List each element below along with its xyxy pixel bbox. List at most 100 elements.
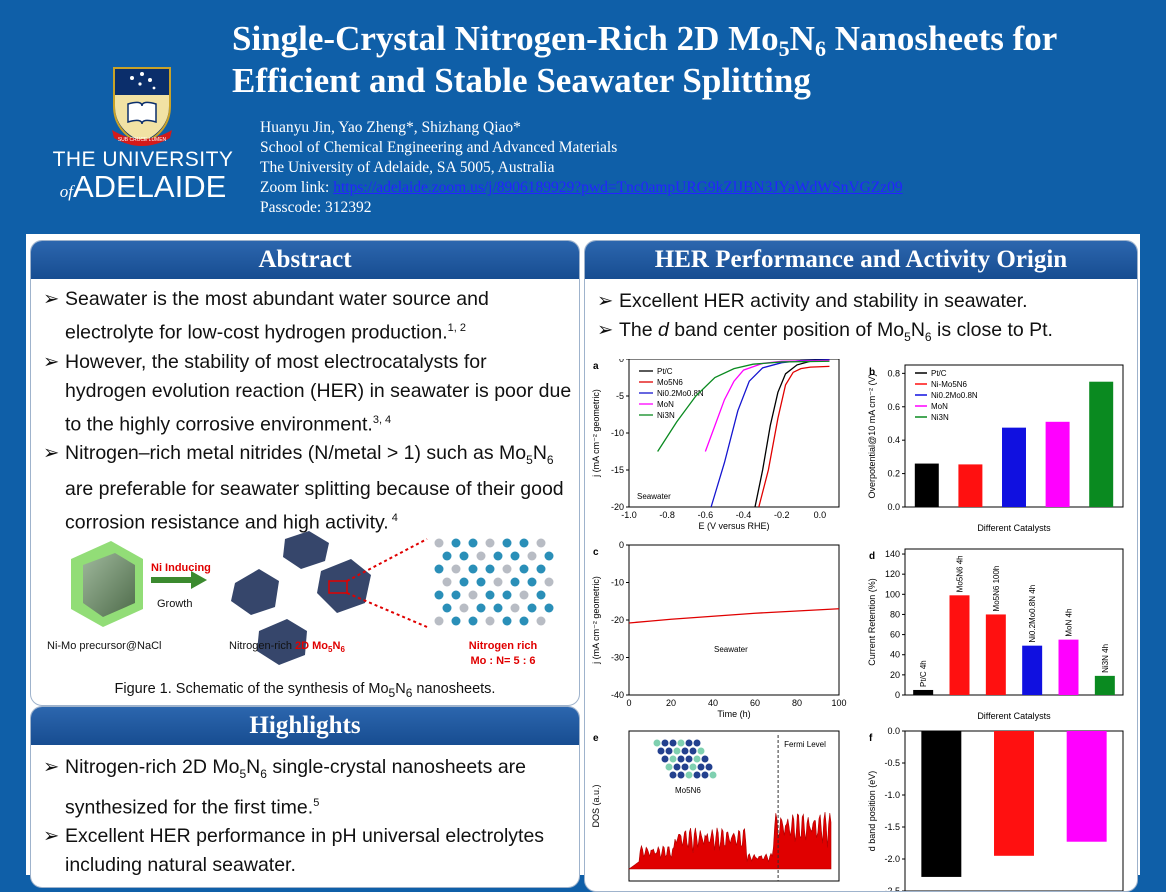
- mo-atom: [468, 590, 478, 600]
- n-atom: [451, 616, 461, 626]
- chart-d-bar: [1058, 639, 1079, 695]
- chart-f-ytick-label: -0.5: [884, 758, 900, 768]
- passcode: Passcode: 312392: [260, 199, 372, 216]
- chart-c-ytick-label: -40: [611, 690, 624, 700]
- caption-text-b: nanosheets.: [412, 681, 496, 697]
- chart-e-inset-atom: [669, 771, 677, 779]
- chart-d-bar-label: MoN 4h: [1065, 609, 1074, 637]
- chart-c-series-line: [628, 608, 840, 624]
- highlight-1-text-b: single-crystal nanosheets are synthesize…: [65, 756, 527, 819]
- highlight-1-sub1: 5: [239, 766, 247, 781]
- her-charts: aj (mA cm⁻² geometric)E (V versus RHE)0-…: [591, 359, 1124, 891]
- chart-a-legend-label: Ni3N: [657, 411, 675, 420]
- mo-atom: [434, 616, 444, 626]
- chart-c-ytick-label: 0: [619, 540, 624, 550]
- n-atom: [510, 551, 520, 561]
- chart-f-ytick-label: -1.0: [884, 790, 900, 800]
- chart-d-panel-label: d: [869, 551, 875, 562]
- chart-c: c j (mA cm⁻² geometric) Time (h) 0 -10 -20 -30…: [591, 540, 847, 719]
- n-atom: [510, 577, 520, 587]
- chart-f-bar: [921, 731, 962, 877]
- caption-sub1: 5: [388, 685, 396, 700]
- university-of: of: [59, 182, 73, 201]
- atomic-lattice: [434, 538, 554, 626]
- chart-f-ytick-label: -2.5: [884, 886, 900, 891]
- chart-e-inset-atom: [681, 763, 689, 771]
- school: School of Chemical Engineering and Advan…: [260, 139, 618, 156]
- chart-f-ytick-label: -1.5: [884, 822, 900, 832]
- author-block: Huanyu Jin, Yao Zheng*, Shizhang Qiao* S…: [260, 118, 903, 218]
- abstract-bullet-3-text-a: Nitrogen–rich metal nitrides (N/metal > …: [65, 442, 527, 464]
- chart-e-inset-atom: [693, 755, 701, 763]
- title-part1: Single-Crystal Nitrogen-Rich 2D Mo: [232, 19, 779, 58]
- her-bullet-2-a: The: [619, 319, 659, 341]
- her-panel: HER Performance and Activity Origin Exce…: [584, 240, 1138, 892]
- zoom-link[interactable]: https://adelaide.zoom.us/j/8906189929?pw…: [333, 179, 903, 196]
- chart-d-bar: [1094, 675, 1115, 695]
- n-atom: [476, 603, 486, 613]
- chart-b-bar: [1002, 427, 1026, 507]
- her-sub1: 5: [904, 329, 911, 344]
- mo-atom: [536, 538, 546, 548]
- growth-label: Growth: [157, 598, 192, 610]
- university-logo: SUB CRUCE LUMEN THE UNIVERSITY ofADELAID…: [52, 66, 234, 206]
- chart-c-xtick-label: 20: [666, 698, 676, 708]
- n-atom: [544, 551, 554, 561]
- chart-f-bar: [994, 731, 1034, 856]
- n-atom: [519, 538, 529, 548]
- chart-a-ytick-label: -5: [616, 391, 624, 401]
- chart-a-ylabel: j (mA cm⁻² geometric): [591, 389, 601, 478]
- abstract-bullets: Seawater is the most abundant water sour…: [31, 285, 579, 537]
- mo-atom: [493, 577, 503, 587]
- mo-atom: [485, 538, 495, 548]
- chart-d: d Current Retention (%) Different Catalyst…: [867, 548, 1124, 721]
- n-atom: [468, 538, 478, 548]
- precursor-label: Ni-Mo precursor@NaCl: [47, 640, 161, 652]
- chart-f-ytick-label: -2.0: [884, 854, 900, 864]
- her-bullet-2-b: band center position of Mo: [668, 319, 905, 341]
- n-atom: [476, 577, 486, 587]
- poster-body: Abstract Seawater is the most abundant w…: [26, 234, 1140, 892]
- chart-e-inset-atom: [701, 755, 709, 763]
- n-atom: [459, 577, 469, 587]
- chart-c-xtick-label: 60: [750, 698, 760, 708]
- chart-f-bar: [1066, 731, 1107, 842]
- chart-d-ytick-label: 100: [885, 589, 900, 599]
- chart-f-panel-label: f: [869, 733, 873, 744]
- chart-d-bar-label: Mo5N6 4h: [956, 555, 965, 592]
- n-atom: [451, 590, 461, 600]
- chart-d-ytick-label: 80: [890, 609, 900, 619]
- chart-b-ytick-label: 0.6: [887, 402, 900, 412]
- chart-e-inset-atom: [661, 755, 669, 763]
- chart-e-inset-atom: [693, 739, 701, 747]
- chart-c-ytick-label: -30: [611, 653, 624, 663]
- chart-c-panel-label: c: [593, 547, 599, 558]
- chart-b-panel-label: b: [869, 367, 875, 378]
- highlights-bullets: Nitrogen-rich 2D Mo5N6 single-crystal na…: [31, 753, 579, 880]
- chart-e-inset-atom: [689, 763, 697, 771]
- zoom-line-bottom: [346, 592, 428, 628]
- university-name-line2: ofADELAIDE: [52, 169, 234, 205]
- chart-d-ytick-label: 20: [890, 670, 900, 680]
- synthesis-schematic-figure: Ni Inducing Growth Ni-Mo precursor@NaCl …: [47, 531, 554, 667]
- cube-precursor-icon: [71, 541, 143, 627]
- abstract-panel: Abstract Seawater is the most abundant w…: [30, 240, 580, 706]
- chart-b-legend-label: Pt/C: [931, 369, 947, 378]
- her-sub2: 6: [924, 329, 932, 344]
- nitrogen-rich-label: Nitrogen-rich 2D Mo5N6: [229, 640, 345, 654]
- n-atom: [451, 538, 461, 548]
- chart-e-ylabel: DOS (a.u.): [591, 784, 601, 827]
- chart-b-legend-label: MoN: [931, 402, 948, 411]
- highlights-panel: Highlights Nitrogen-rich 2D Mo5N6 single…: [30, 706, 580, 888]
- abstract-bullet-2-ref: 3, 4: [372, 413, 392, 426]
- chart-a-legend-label: Mo5N6: [657, 378, 683, 387]
- chart-d-bar-label: Pt/C 4h: [919, 660, 928, 687]
- chart-a-legend-label: MoN: [657, 400, 674, 409]
- highlight-1-text-a: Nitrogen-rich 2D Mo: [65, 756, 240, 778]
- chart-b-ytick-label: 0.4: [887, 435, 900, 445]
- chart-b-ytick-label: 0.2: [887, 469, 900, 479]
- chart-a-series-line: [754, 359, 830, 508]
- chart-d-ytick-label: 120: [885, 569, 900, 579]
- n-atom: [502, 616, 512, 626]
- chart-c-xlabel: Time (h): [717, 709, 750, 719]
